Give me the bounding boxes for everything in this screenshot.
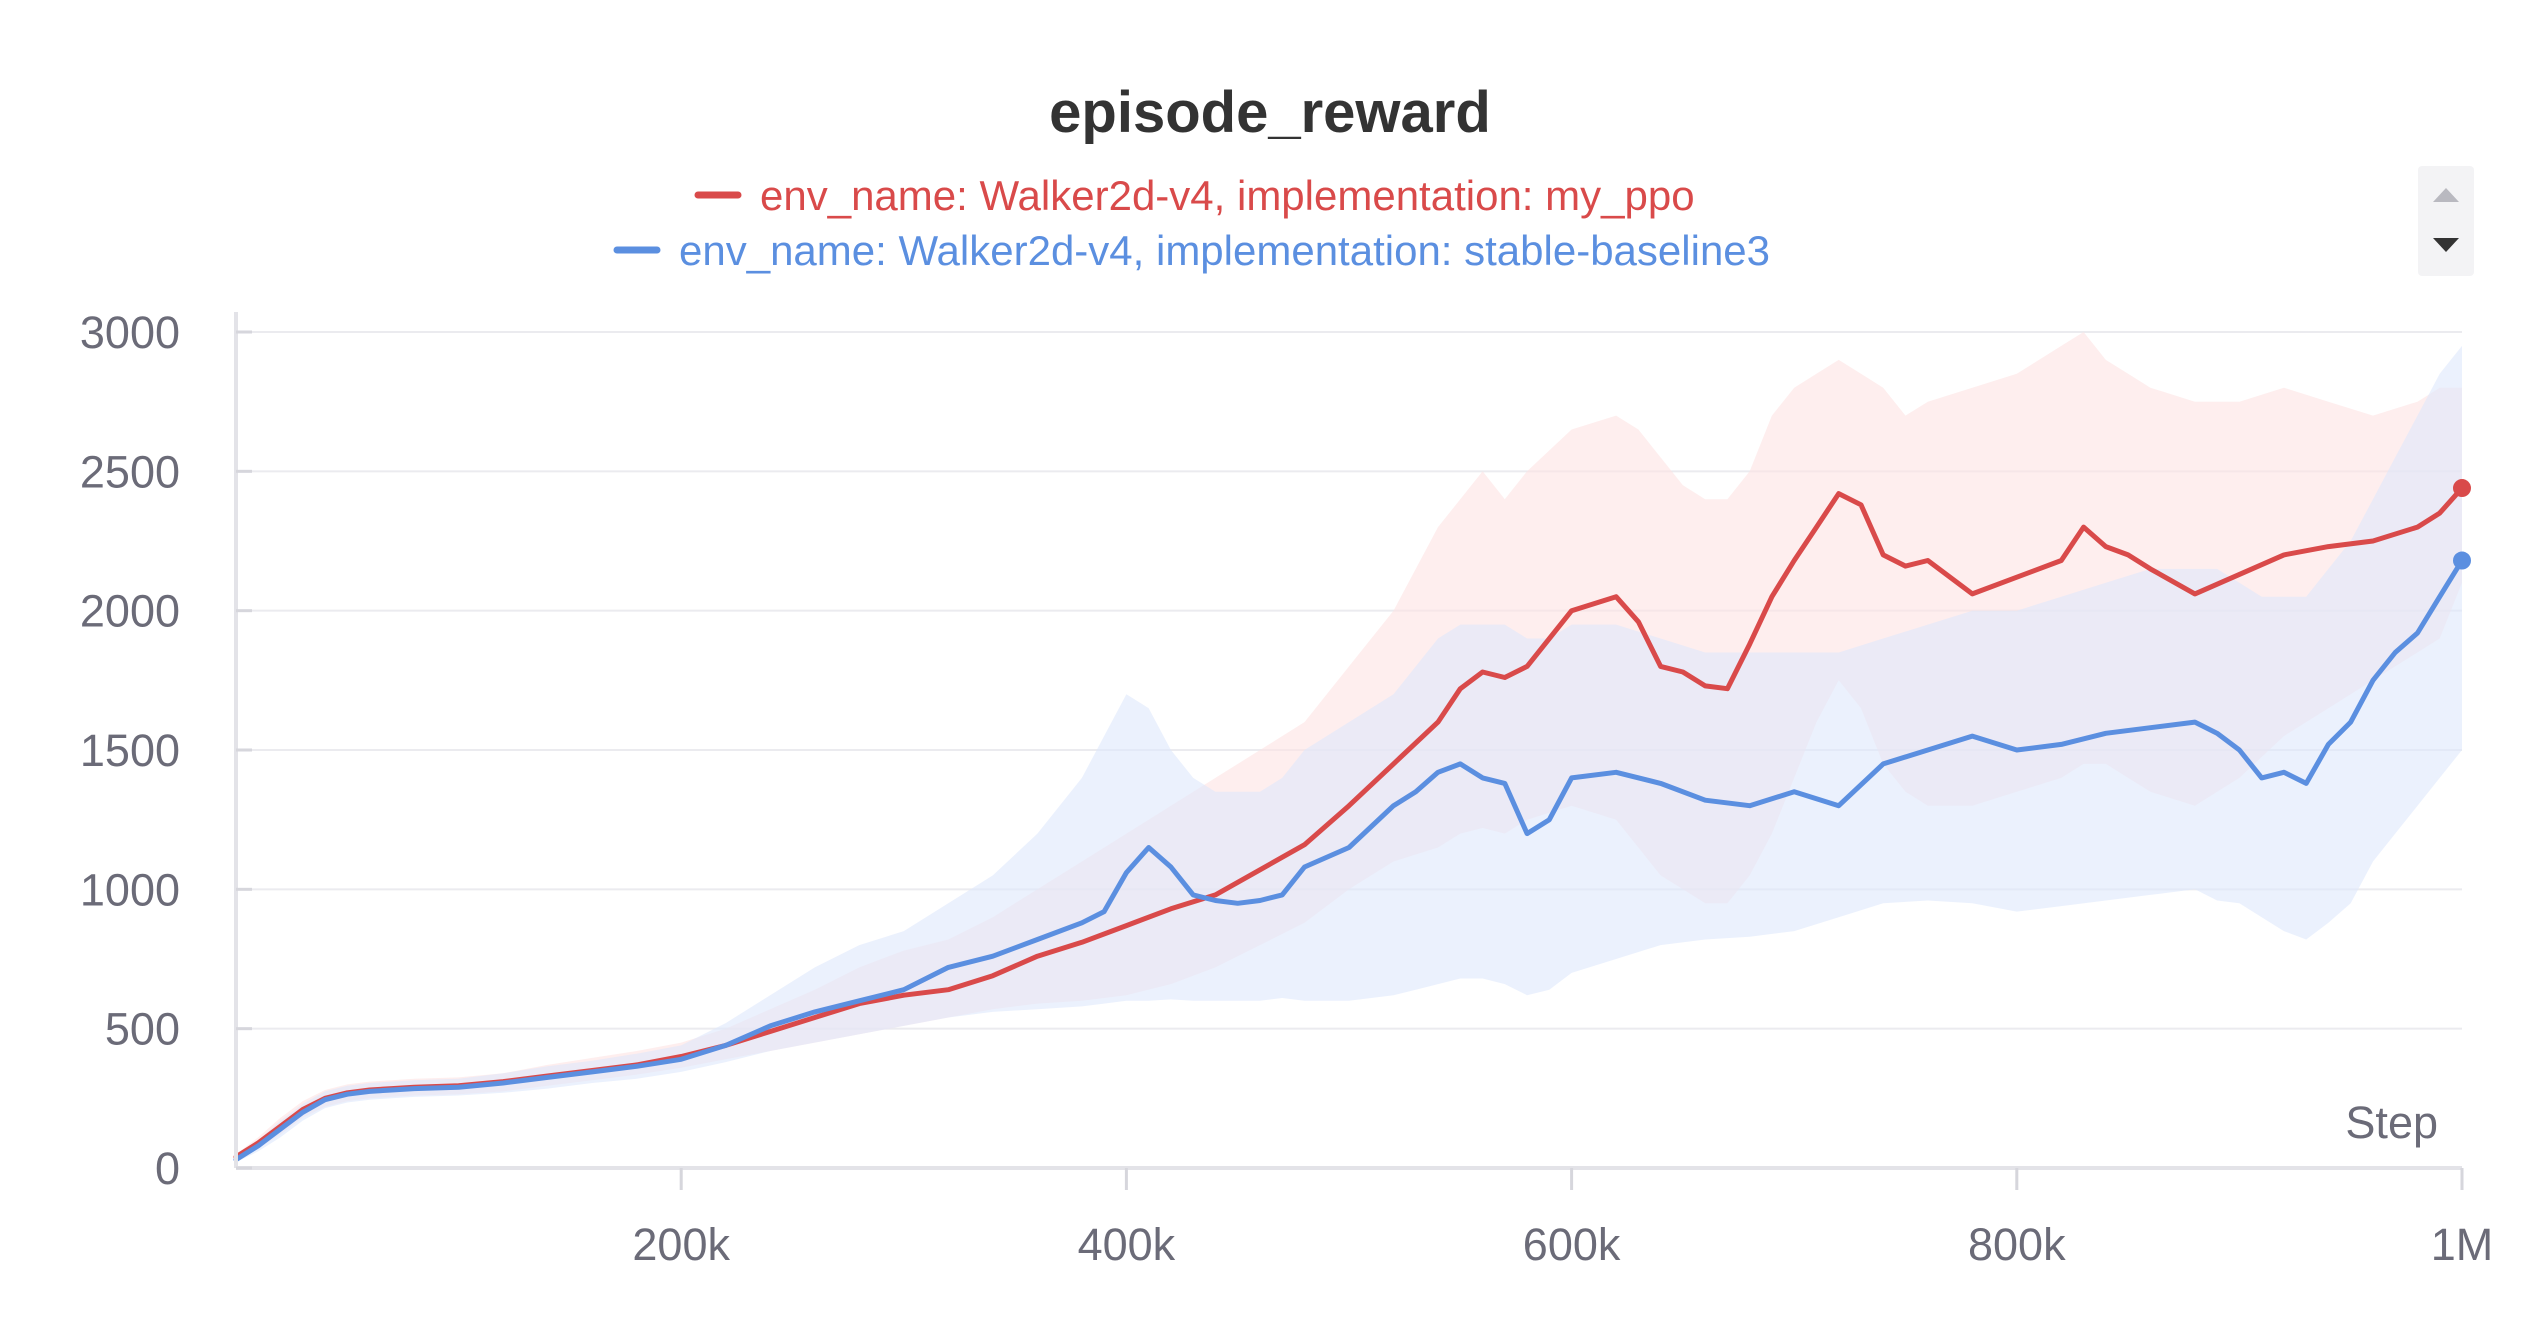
legend-scroll-down-button[interactable]	[2418, 220, 2474, 270]
band-series-1	[236, 345, 2462, 1163]
x-tick-label-3: 800k	[1968, 1219, 2066, 1270]
y-tick-label-5: 2500	[80, 446, 180, 497]
y-axis-ticks: 0 500 1000 1500 2000 2500 3000	[80, 307, 252, 1194]
y-tick-label-6: 3000	[80, 307, 180, 358]
triangle-up-icon	[2433, 188, 2459, 202]
x-tick-label-1: 400k	[1078, 1219, 1176, 1270]
line-series-1[interactable]	[233, 558, 2465, 1163]
y-tick-label-4: 2000	[80, 586, 180, 637]
endpoint-marker-series-0[interactable]	[2453, 479, 2471, 498]
x-axis-title: Step	[2345, 1097, 2438, 1148]
legend-scroll	[2418, 166, 2474, 276]
confidence-bands	[236, 332, 2462, 1163]
legend-label-my-ppo[interactable]: env_name: Walker2d-v4, implementation: m…	[760, 172, 1695, 219]
axes	[234, 312, 2462, 1170]
x-tick-label-4: 1M	[2431, 1219, 2494, 1270]
triangle-down-icon	[2433, 238, 2459, 252]
y-tick-label-1: 500	[105, 1004, 180, 1055]
x-tick-label-2: 600k	[1523, 1219, 1621, 1270]
legend-scroll-up-button[interactable]	[2418, 170, 2474, 220]
legend: env_name: Walker2d-v4, implementation: m…	[613, 172, 1770, 274]
endpoint-marker-series-1[interactable]	[2453, 551, 2471, 570]
legend-label-stable-baseline3[interactable]: env_name: Walker2d-v4, implementation: s…	[679, 227, 1770, 274]
series-lines	[233, 479, 2471, 1163]
y-tick-label-2: 1000	[80, 864, 180, 915]
y-tick-label-0: 0	[155, 1143, 180, 1194]
y-tick-label-3: 1500	[80, 725, 180, 776]
chart-title: episode_reward	[1049, 80, 1491, 145]
x-axis-ticks: 200k 400k 600k 800k 1M	[632, 1168, 2493, 1270]
x-tick-label-0: 200k	[632, 1219, 730, 1270]
